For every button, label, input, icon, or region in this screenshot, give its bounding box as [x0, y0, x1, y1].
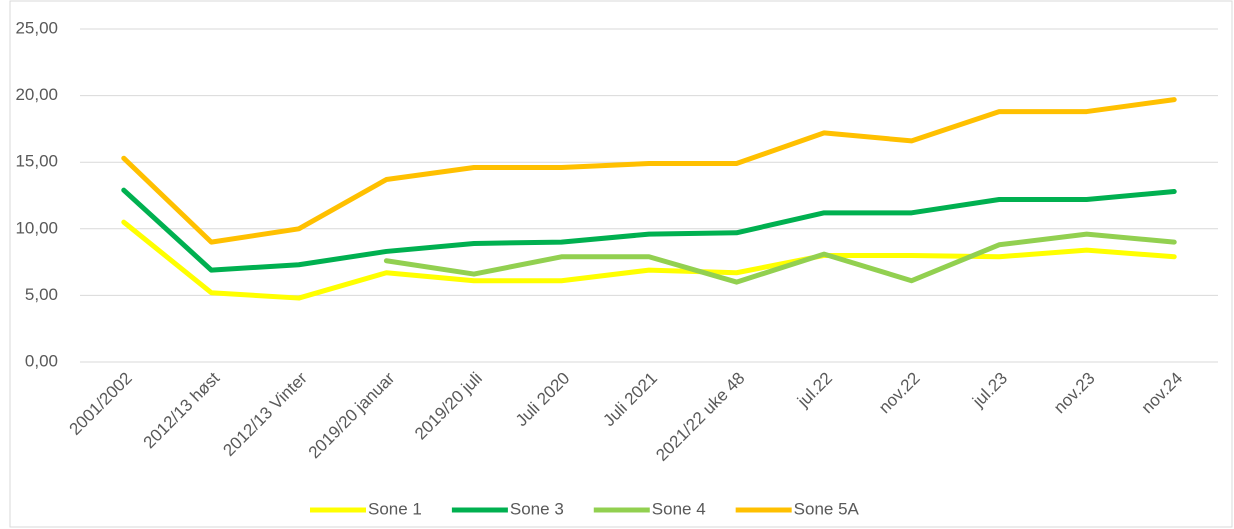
line-series	[121, 187, 1177, 273]
y-tick-label: 5,00	[25, 285, 58, 304]
line-series	[121, 97, 1177, 245]
legend-label: Sone 4	[652, 499, 706, 518]
y-tick-label: 10,00	[15, 218, 58, 237]
legend-label: Sone 1	[368, 499, 422, 518]
chart-border	[9, 0, 1233, 528]
y-tick-label: 15,00	[15, 152, 58, 171]
y-tick-label: 20,00	[15, 85, 58, 104]
line-series	[383, 231, 1177, 285]
legend-label: Sone 3	[510, 499, 564, 518]
y-tick-label: 0,00	[25, 351, 58, 370]
line-series	[121, 219, 1177, 301]
y-tick-label: 25,00	[15, 18, 58, 37]
legend-label: Sone 5A	[794, 499, 860, 518]
